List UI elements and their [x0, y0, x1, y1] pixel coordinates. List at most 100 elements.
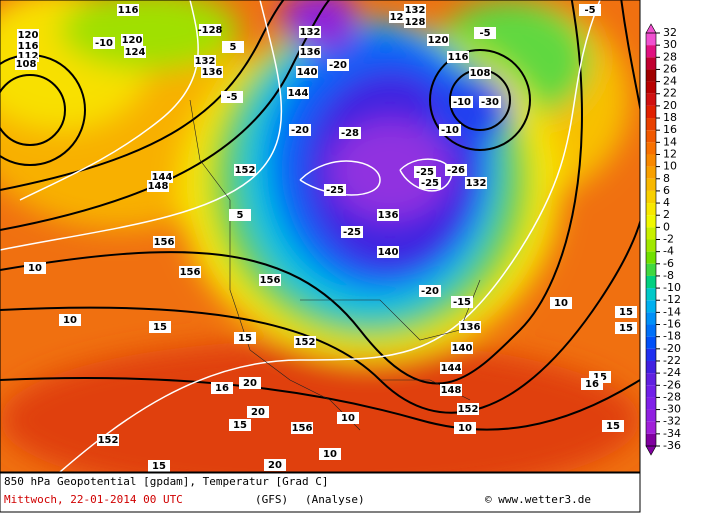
colorbar-label: -6	[663, 257, 674, 270]
contour-label: 116	[448, 52, 469, 63]
contour-label: -20	[421, 286, 439, 297]
contour-label: 108	[470, 68, 491, 79]
colorbar-band	[646, 227, 656, 240]
colorbar-band	[646, 57, 656, 70]
colorbar-label: 22	[663, 87, 677, 100]
footer-run: (Analyse)	[305, 493, 365, 506]
contour-label: 156	[154, 237, 175, 248]
label-box	[234, 332, 256, 344]
colorbar-band	[646, 166, 656, 179]
colorbar-label: -22	[663, 354, 681, 367]
colorbar-band	[646, 69, 656, 82]
colorbar-band	[646, 385, 656, 398]
contour-label: 152	[458, 404, 479, 415]
temperature-contours	[0, 0, 601, 472]
label-box	[296, 66, 318, 78]
label-box	[581, 378, 603, 390]
colorbar-label: -30	[663, 403, 681, 416]
contour-label: 15	[152, 461, 166, 472]
label-box	[15, 58, 37, 70]
label-box	[222, 41, 244, 53]
contour-label: -25	[421, 178, 439, 189]
label-box	[239, 377, 261, 389]
contour-label: 20	[268, 460, 282, 471]
label-box	[324, 184, 346, 196]
contour-label: -25	[416, 167, 434, 178]
contour-label: -20	[291, 125, 309, 136]
label-box	[550, 297, 572, 309]
contour-label: 156	[260, 275, 281, 286]
contour-label: 132	[405, 5, 426, 16]
contour-label: -10	[95, 38, 113, 49]
colorbar-label: -4	[663, 245, 674, 258]
colorbar-label: -12	[663, 293, 681, 306]
colorbar-band	[646, 373, 656, 386]
colorbar-label: 30	[663, 38, 677, 51]
label-box	[117, 4, 139, 16]
contour-label: -5	[584, 5, 595, 16]
colorbar-label: 32	[663, 26, 677, 39]
label-box	[259, 274, 281, 286]
contour-label: 10	[341, 413, 355, 424]
label-box	[440, 362, 462, 374]
label-box	[414, 166, 436, 178]
contour-label: 128	[405, 17, 426, 28]
footer-credit: © www.wetter3.de	[485, 493, 591, 506]
colorbar-band	[646, 300, 656, 313]
contour-label: -128	[197, 25, 222, 36]
colorbar-label: 26	[663, 62, 677, 75]
contour-label: 124	[125, 47, 146, 58]
contour-label: 15	[153, 322, 167, 333]
colorbar-label: 6	[663, 184, 670, 197]
label-box	[419, 177, 441, 189]
label-box	[319, 448, 341, 460]
colorbar-band	[646, 93, 656, 106]
label-box	[440, 384, 462, 396]
contour-label: -25	[343, 227, 361, 238]
contour-label: 116	[18, 41, 39, 52]
contour-label: 152	[235, 165, 256, 176]
colorbar-label: 4	[663, 196, 670, 209]
colorbar-label: -24	[663, 366, 681, 379]
colorbar-band	[646, 154, 656, 167]
colorbar-band	[646, 215, 656, 228]
contour-label: 136	[300, 47, 321, 58]
colorbar-band	[646, 142, 656, 155]
label-box	[469, 67, 491, 79]
contour-label: 124	[390, 12, 411, 23]
label-box	[289, 124, 311, 136]
contour-label: 144	[288, 88, 309, 99]
colorbar-band	[646, 178, 656, 191]
contour-label: 148	[148, 181, 169, 192]
label-box	[339, 127, 361, 139]
colorbar-label: -32	[663, 415, 681, 428]
label-box	[294, 336, 316, 348]
contour-label: -28	[341, 128, 359, 139]
contour-label: 15	[606, 421, 620, 432]
label-box	[24, 262, 46, 274]
map-frame	[0, 0, 641, 473]
label-box	[419, 285, 441, 297]
contour-label: -10	[441, 125, 459, 136]
contour-label: 120	[428, 35, 449, 46]
contour-label: 140	[452, 343, 473, 354]
contour-label: 20	[251, 407, 265, 418]
colorbar-label: -18	[663, 330, 681, 343]
contour-label: -25	[326, 185, 344, 196]
contour-label: 15	[593, 372, 607, 383]
label-box	[474, 27, 496, 39]
label-box	[602, 420, 624, 432]
label-box	[97, 434, 119, 446]
label-box	[404, 4, 426, 16]
contour-label: 10	[458, 423, 472, 434]
label-box	[59, 314, 81, 326]
label-box	[194, 55, 216, 67]
contour-label: 10	[554, 298, 568, 309]
label-box	[341, 226, 363, 238]
label-box	[153, 236, 175, 248]
contour-label: 144	[441, 363, 462, 374]
colorbar-label: 12	[663, 147, 677, 160]
contour-label: -5	[226, 92, 237, 103]
colorbar-band	[646, 409, 656, 422]
